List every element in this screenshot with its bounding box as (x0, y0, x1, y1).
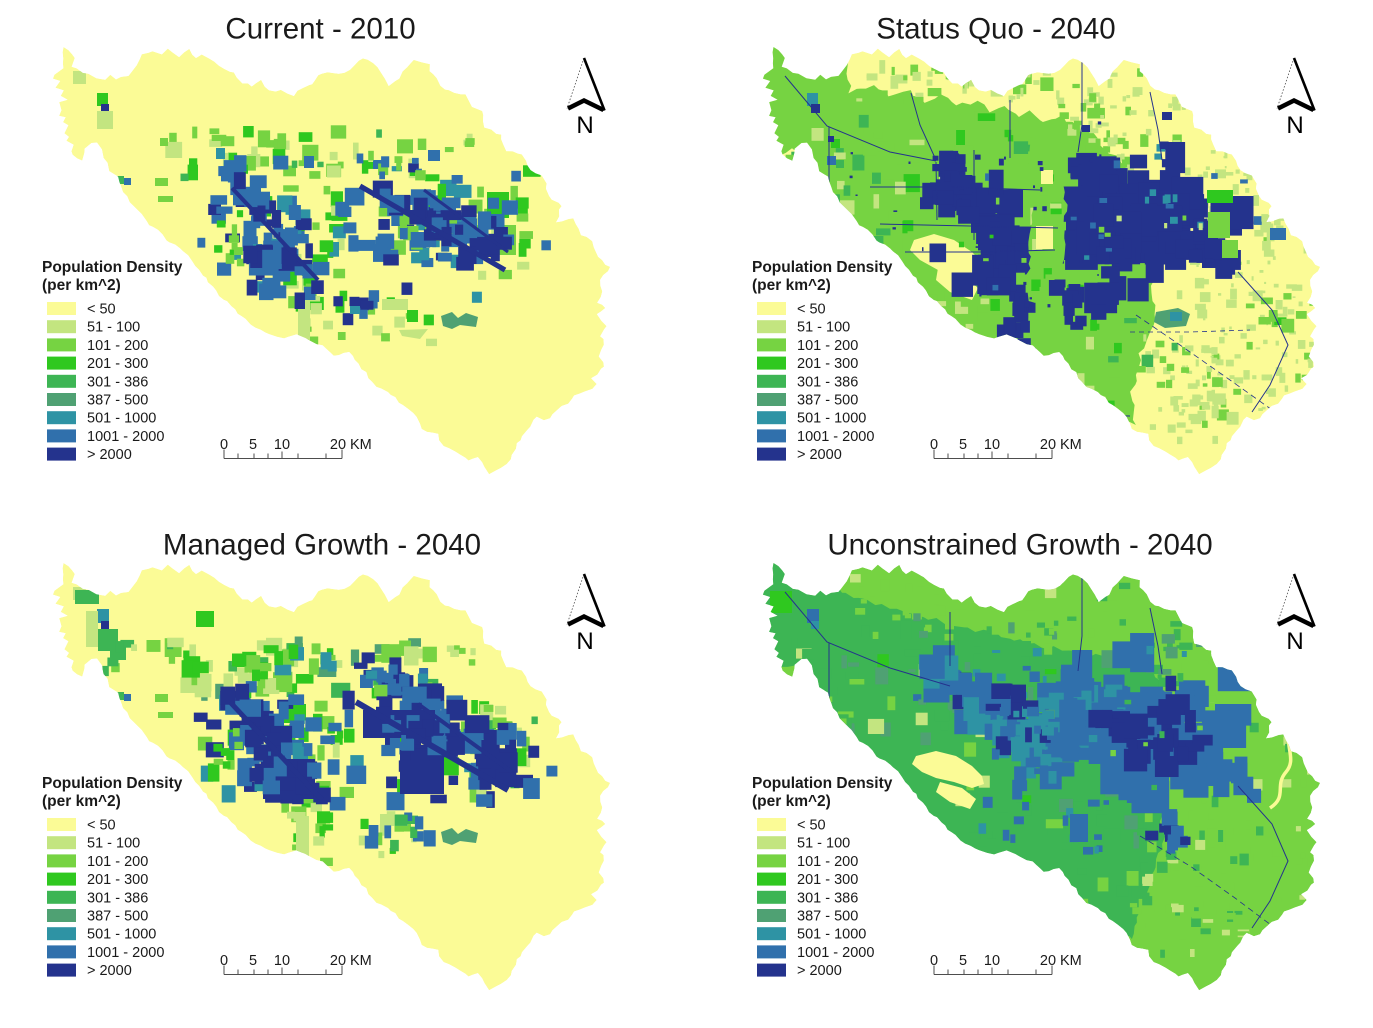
svg-text:51 - 100: 51 - 100 (797, 320, 850, 336)
svg-text:387 - 500: 387 - 500 (87, 909, 148, 925)
svg-text:N: N (1286, 112, 1303, 139)
svg-text:101 - 200: 101 - 200 (87, 338, 148, 354)
svg-text:Unconstrained Growth - 2040: Unconstrained Growth - 2040 (827, 529, 1212, 562)
svg-text:< 50: < 50 (87, 818, 116, 834)
svg-text:10: 10 (984, 437, 1000, 453)
svg-text:51 - 100: 51 - 100 (87, 320, 140, 336)
svg-text:0: 0 (220, 437, 228, 453)
svg-text:KM: KM (350, 953, 372, 969)
svg-text:1001 - 2000: 1001 - 2000 (797, 945, 874, 961)
svg-text:N: N (1286, 628, 1303, 655)
svg-text:501 - 1000: 501 - 1000 (87, 927, 156, 943)
svg-text:387 - 500: 387 - 500 (797, 393, 858, 409)
svg-text:Current - 2010: Current - 2010 (225, 13, 415, 46)
svg-text:10: 10 (984, 953, 1000, 969)
svg-text:201 - 300: 201 - 300 (797, 872, 858, 888)
svg-text:Population Density: Population Density (752, 775, 893, 792)
svg-text:51 - 100: 51 - 100 (797, 836, 850, 852)
svg-text:301 - 386: 301 - 386 (797, 890, 858, 906)
svg-text:Population Density: Population Density (42, 259, 183, 276)
svg-text:0: 0 (930, 953, 938, 969)
svg-text:KM: KM (1060, 953, 1082, 969)
svg-text:5: 5 (959, 953, 967, 969)
svg-text:101 - 200: 101 - 200 (797, 338, 858, 354)
svg-text:51 - 100: 51 - 100 (87, 836, 140, 852)
svg-text:Population Density: Population Density (752, 259, 893, 276)
svg-text:> 2000: > 2000 (797, 447, 842, 463)
svg-text:> 2000: > 2000 (87, 963, 132, 979)
svg-text:501 - 1000: 501 - 1000 (797, 411, 866, 427)
svg-text:(per km^2): (per km^2) (752, 793, 831, 810)
svg-text:(per km^2): (per km^2) (752, 277, 831, 294)
svg-text:501 - 1000: 501 - 1000 (87, 411, 156, 427)
svg-text:Managed Growth - 2040: Managed Growth - 2040 (163, 529, 481, 562)
svg-text:(per km^2): (per km^2) (42, 793, 121, 810)
svg-text:< 50: < 50 (797, 302, 826, 318)
svg-text:Population Density: Population Density (42, 775, 183, 792)
svg-text:(per km^2): (per km^2) (42, 277, 121, 294)
svg-text:20: 20 (1040, 953, 1056, 969)
svg-text:< 50: < 50 (87, 302, 116, 318)
svg-text:1001 - 2000: 1001 - 2000 (87, 945, 164, 961)
svg-text:Status Quo - 2040: Status Quo - 2040 (876, 13, 1115, 46)
svg-text:5: 5 (249, 953, 257, 969)
svg-text:< 50: < 50 (797, 818, 826, 834)
svg-text:201 - 300: 201 - 300 (797, 356, 858, 372)
svg-text:20: 20 (330, 953, 346, 969)
svg-text:KM: KM (350, 437, 372, 453)
svg-text:20: 20 (1040, 437, 1056, 453)
svg-text:N: N (576, 628, 593, 655)
svg-text:> 2000: > 2000 (797, 963, 842, 979)
svg-text:N: N (576, 112, 593, 139)
svg-text:301 - 386: 301 - 386 (797, 374, 858, 390)
svg-text:201 - 300: 201 - 300 (87, 872, 148, 888)
svg-text:301 - 386: 301 - 386 (87, 374, 148, 390)
svg-text:0: 0 (220, 953, 228, 969)
svg-text:501 - 1000: 501 - 1000 (797, 927, 866, 943)
svg-text:0: 0 (930, 437, 938, 453)
svg-text:301 - 386: 301 - 386 (87, 890, 148, 906)
svg-text:10: 10 (274, 953, 290, 969)
svg-text:201 - 300: 201 - 300 (87, 356, 148, 372)
svg-text:1001 - 2000: 1001 - 2000 (797, 429, 874, 445)
svg-text:387 - 500: 387 - 500 (797, 909, 858, 925)
svg-text:387 - 500: 387 - 500 (87, 393, 148, 409)
svg-text:KM: KM (1060, 437, 1082, 453)
svg-text:20: 20 (330, 437, 346, 453)
svg-text:10: 10 (274, 437, 290, 453)
svg-text:101 - 200: 101 - 200 (87, 854, 148, 870)
svg-text:1001 - 2000: 1001 - 2000 (87, 429, 164, 445)
svg-text:5: 5 (249, 437, 257, 453)
svg-text:> 2000: > 2000 (87, 447, 132, 463)
svg-text:101 - 200: 101 - 200 (797, 854, 858, 870)
svg-text:5: 5 (959, 437, 967, 453)
